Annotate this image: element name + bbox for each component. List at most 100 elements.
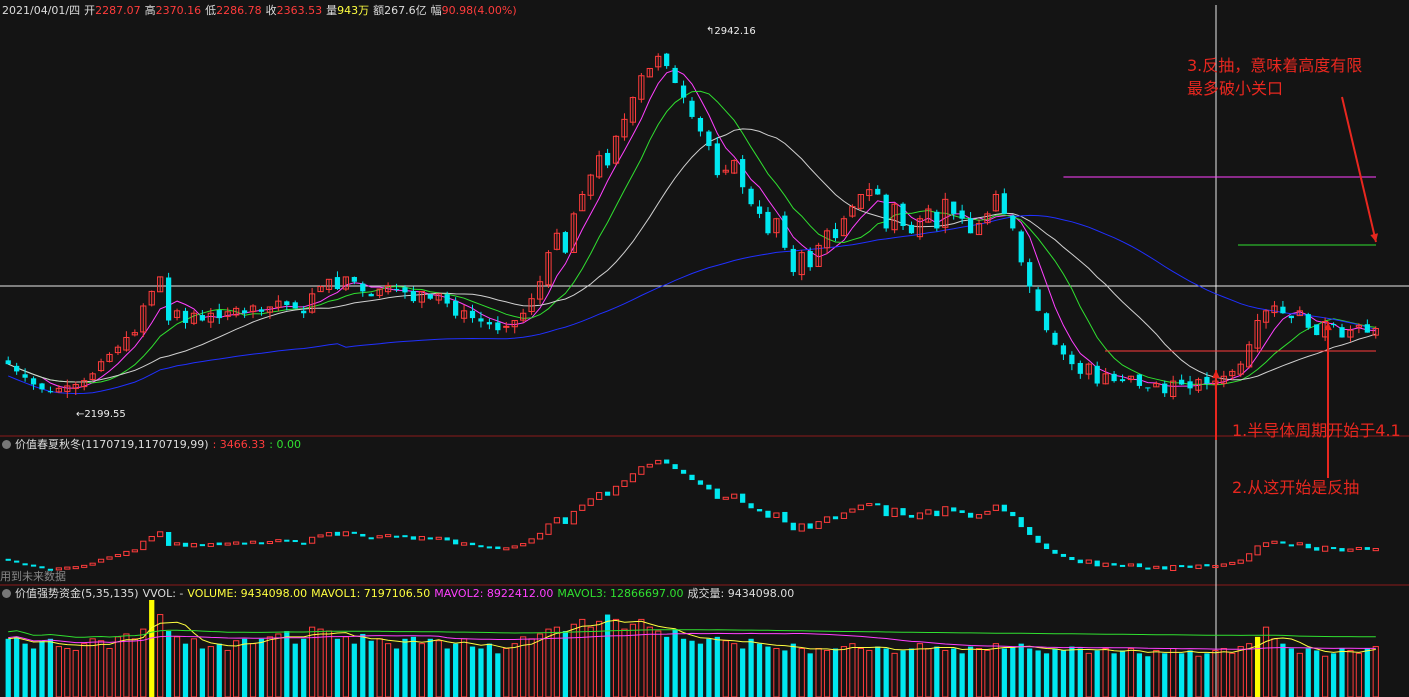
candle-body-down [748, 188, 754, 205]
volume-bar-up [114, 636, 122, 697]
volume-bar-up [553, 626, 561, 697]
ind1-candle-up [1262, 542, 1270, 547]
vol-value: 943万 [337, 4, 370, 17]
volume-bar-down [807, 653, 813, 697]
volume-bar-down [1060, 650, 1067, 697]
ind1-candle-up [731, 493, 738, 499]
candle-body-up [1229, 370, 1236, 377]
volume-bars [5, 600, 1379, 697]
candle-body-down [1001, 193, 1007, 214]
ind1-candle-down [410, 536, 417, 540]
volume-bar-up [1237, 646, 1244, 697]
ind1-candle-up [224, 542, 231, 546]
volume-bar-up [992, 643, 1000, 697]
ind1-candle-down [301, 542, 307, 545]
candle-body-down [1288, 315, 1294, 319]
ind1-candle-down [1027, 527, 1033, 535]
volume-bar-down [22, 643, 28, 697]
candle-body-up [1102, 373, 1109, 385]
candle-body-down [1060, 345, 1067, 355]
volume-bar-down [351, 643, 357, 697]
ind1-candle-up [570, 510, 577, 525]
collapse-icon[interactable] [2, 589, 11, 598]
volume-bar-up [1296, 652, 1303, 697]
volume-bar-down [967, 646, 974, 697]
ind1-candle-up [528, 538, 535, 544]
candle-body-down [39, 383, 45, 390]
ind1-candle-up [1355, 546, 1363, 550]
candle-body-down [402, 287, 408, 293]
ind1-candle-down [165, 531, 172, 546]
volume-bar-up [106, 648, 113, 697]
volume-bar-up [503, 648, 510, 697]
volume-bar-down [427, 638, 433, 697]
volume-bar-up [342, 636, 350, 697]
volume-bar-up [840, 646, 848, 697]
ind1-candle-down [258, 542, 265, 545]
candle-body-down [486, 322, 493, 325]
candle-body-down [5, 360, 11, 365]
volume-bar-up [1127, 648, 1135, 697]
candle-body-up [798, 252, 805, 276]
ind1-candle-down [1187, 565, 1193, 568]
volume-bar-up [815, 648, 822, 697]
volume-bar-down [951, 648, 957, 697]
volume-bar-up [587, 626, 594, 697]
volume-bar-up [233, 640, 240, 697]
candle-body-up [975, 223, 983, 236]
volume-bar-down [469, 646, 476, 697]
candle-body-up [157, 276, 164, 293]
ind1-candle-up [1237, 559, 1244, 564]
candle-body-down [706, 131, 712, 147]
arrow-note3 [1341, 96, 1377, 243]
ind1-candle-up [1153, 565, 1160, 569]
volume-bar-up [376, 638, 383, 697]
ind1-candle-down [782, 511, 788, 523]
ind1-candle-down [393, 535, 400, 538]
ind1-candle-up [140, 540, 147, 551]
volume-bar-up [655, 630, 662, 697]
candle-body-up [992, 193, 1000, 212]
ind1-candle-up [1220, 563, 1227, 567]
ind1-candle-down [1010, 511, 1016, 517]
volume-bar-down [1305, 648, 1311, 697]
candle-body-down [182, 310, 189, 323]
arrow-note1-head [1212, 370, 1220, 379]
volume-bar-up [131, 638, 138, 697]
volume-bar-down [216, 643, 222, 697]
ind1-candle-up [1254, 545, 1261, 556]
volume-bar-down [1330, 653, 1337, 697]
future-data-label: 用到未来数据 [0, 570, 66, 583]
volume-bar-down [1204, 653, 1210, 697]
candle-body-down [1136, 374, 1143, 386]
volume-bar-down [393, 648, 400, 697]
candle-body-down [959, 210, 965, 219]
arrow-note2-head [1324, 322, 1332, 331]
candle-body-down [444, 294, 450, 304]
volume-bar-up [173, 636, 181, 697]
ind1-candle-up [1229, 561, 1236, 565]
volume-bar-up [1220, 648, 1227, 697]
ind1-candle-down [1119, 564, 1126, 567]
collapse-icon[interactable] [2, 440, 11, 449]
volume-bar-up [579, 618, 586, 697]
ind1-candle-up [233, 541, 240, 545]
candle-body-up [1246, 344, 1253, 368]
change-label: 幅 [430, 4, 442, 17]
candle-body-up [520, 312, 527, 321]
candle-body-down [165, 277, 172, 321]
ind1-candle-down [5, 558, 11, 561]
vol-label: 量 [326, 4, 338, 17]
volume-bar-down [301, 638, 307, 697]
candle-body-down [1069, 354, 1075, 365]
candle-body-down [410, 290, 417, 302]
candle-body-up [81, 380, 88, 388]
ind1-candle-up [849, 508, 856, 513]
volume-bar-down [1010, 646, 1016, 697]
candle-body-down [562, 232, 568, 253]
ind1-candle-up [520, 543, 527, 547]
candle-body-up [1220, 375, 1227, 384]
candle-body-down [22, 374, 28, 378]
candle-body-down [689, 100, 695, 117]
